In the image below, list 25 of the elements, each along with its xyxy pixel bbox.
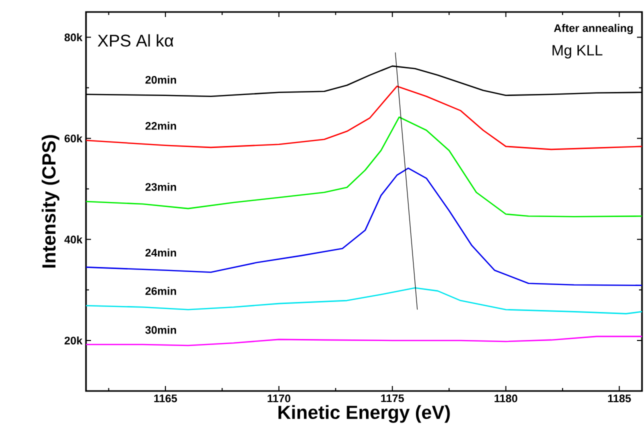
- annotation: After annealing: [554, 24, 633, 34]
- annotation: Mg KLL: [552, 45, 602, 58]
- x-tick-label: 1170: [268, 394, 290, 402]
- series-label: 24min: [145, 248, 176, 257]
- y-tick-label: 60k: [64, 134, 82, 142]
- y-tick-label: 80k: [64, 33, 82, 42]
- x-tick-label: 1185: [608, 394, 631, 402]
- line-series: [85, 287, 643, 314]
- x-tick-label: 1165: [154, 394, 177, 402]
- line-series: [85, 168, 643, 286]
- y-tick-label: 40k: [64, 235, 82, 244]
- y-tick-label: 20k: [64, 336, 82, 344]
- series-label: 23min: [145, 182, 176, 191]
- line-series: [85, 116, 643, 218]
- series-label: 22min: [145, 122, 176, 130]
- series-label: 20min: [145, 76, 176, 84]
- series-label: 26min: [145, 286, 176, 295]
- line-series: [85, 86, 643, 150]
- series-label: 30min: [145, 326, 176, 334]
- annotation: XPS Al kα: [98, 34, 174, 47]
- line-series: [85, 336, 643, 346]
- x-tick-label: 1175: [381, 394, 404, 402]
- x-axis-title: Kinetic Energy (eV): [278, 405, 450, 423]
- y-axis-title: Intensity (CPS): [42, 135, 60, 268]
- x-tick-label: 1180: [494, 394, 518, 402]
